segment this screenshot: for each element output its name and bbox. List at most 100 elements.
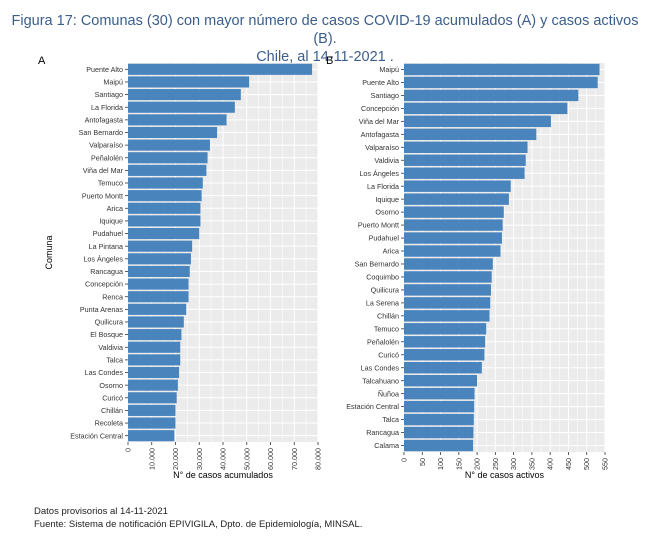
panel-b-bar <box>404 167 525 179</box>
panel-b-bar <box>404 439 474 452</box>
panel-b-category-label: Pudahuel <box>369 234 400 243</box>
panel-b-bar <box>404 387 475 400</box>
panel-a-bar <box>128 278 189 290</box>
panel-a-bar <box>128 227 200 240</box>
panel-a-category-label: Rancagua <box>90 267 123 276</box>
panel-b-bar <box>404 413 474 426</box>
panel-b-category-label: Estación Central <box>346 402 399 411</box>
panel-a-category-label: Quilicura <box>95 318 123 327</box>
footer-source: Fuente: Sistema de notificación EPIVIGIL… <box>34 519 363 530</box>
panel-a-bar <box>128 329 182 341</box>
panel-a-category-label: Iquique <box>99 217 123 226</box>
panel-a-category-label: Las Condes <box>85 368 124 377</box>
panel-b-category-label: Talca <box>382 415 399 424</box>
panel-b-category-label: Curicó <box>378 350 399 359</box>
panel-b-category-label: Calama <box>374 441 399 450</box>
panel-a-category-label: Renca <box>102 292 123 301</box>
panel-a-category-label: Estación Central <box>70 431 123 440</box>
panel-b-xtick-label: 500 <box>582 458 591 470</box>
panel-a-xtick-label: 70.000 <box>290 448 299 470</box>
panel-a-bar <box>128 164 207 176</box>
panel-a-label: A <box>38 55 46 67</box>
panel-a-category-label: Arica <box>107 204 123 213</box>
panel-a-xtick-label: 50.000 <box>242 448 251 470</box>
panel-b-bar <box>404 63 600 76</box>
panel-a-bar <box>128 89 241 101</box>
figure-title: Figura 17: Comunas (30) con mayor número… <box>0 12 650 66</box>
panel-b-category-label: Ñuñoa <box>378 389 399 398</box>
panel-a-bar <box>128 303 187 315</box>
panel-b-category-label: Santiago <box>371 91 399 100</box>
panel-a-xtick-label: 30.000 <box>195 448 204 470</box>
panel-b-category-label: Coquimbo <box>366 273 399 282</box>
panel-b-bar <box>404 362 482 374</box>
panel-b-xtick-label: 0 <box>400 458 409 462</box>
panel-b-xtick-label: 550 <box>601 458 610 470</box>
panel-a-category-label: El Bosque <box>90 330 123 339</box>
panel-b-category-label: Quilicura <box>371 286 399 295</box>
footer-note: Datos provisorios al 14-11-2021 <box>34 506 168 517</box>
panel-a-xtick-label: 60.000 <box>266 448 275 470</box>
panel-b-category-label: Puente Alto <box>362 78 399 87</box>
panel-a-category-label: Talca <box>106 355 123 364</box>
panel-b-bar <box>404 206 504 218</box>
panel-b-bar <box>404 89 579 102</box>
panel-a-bar <box>128 177 203 189</box>
panel-b-category-label: San Bernardo <box>355 260 399 269</box>
panel-b-label: B <box>326 55 333 67</box>
panel-a-bar <box>128 101 235 113</box>
panel-a-category-label: Punta Arenas <box>80 305 124 314</box>
panel-a-bar <box>128 417 176 429</box>
panel-a-bar <box>128 152 208 164</box>
panel-b-xtick-label: 100 <box>436 458 445 470</box>
panel-a-bar <box>128 76 250 88</box>
panel-b-bar <box>404 193 509 205</box>
panel-a-category-label: Santiago <box>95 90 123 99</box>
panel-b-category-label: Iquique <box>375 195 399 204</box>
panel-a-category-label: Puerto Montt <box>82 191 123 200</box>
panel-b-category-label: Viña del Mar <box>359 117 400 126</box>
panel-b-bar <box>404 374 478 387</box>
panel-b-category-label: Valparaíso <box>365 143 399 152</box>
panel-a-xaxis-title: N° de casos acumulados <box>173 470 273 480</box>
panel-b-bar <box>404 232 502 244</box>
panel-a-bar <box>128 354 181 366</box>
panel-a-category-label: San Bernardo <box>79 128 123 137</box>
panel-b-category-label: Antofagasta <box>361 130 399 139</box>
panel-a-bar <box>128 114 227 126</box>
panel-a-bar <box>128 202 201 214</box>
panel-b-xtick-label: 200 <box>473 458 482 470</box>
figure-title-line1: Figura 17: Comunas (30) con mayor número… <box>11 13 639 47</box>
panel-b-category-label: Puerto Montt <box>358 221 399 230</box>
panel-b-bar <box>404 245 501 257</box>
panel-a-category-label: Viña del Mar <box>83 166 124 175</box>
panel-a-bar <box>128 265 190 278</box>
panel-b-category-label: Las Condes <box>361 363 400 372</box>
panel-b-category-label: Osorno <box>375 208 399 217</box>
panel-a-bar <box>128 215 201 227</box>
panel-b-bar <box>404 323 487 335</box>
panel-b-category-label: Concepción <box>361 104 399 113</box>
panel-a-category-label: La Florida <box>91 103 123 112</box>
panel-b-category-label: La Florida <box>367 182 399 191</box>
panel-b-category-label: Chillán <box>377 311 399 320</box>
panel-b-xtick-label: 150 <box>454 458 463 470</box>
panel-b-bar <box>404 310 490 322</box>
panel-b-bar <box>404 284 491 296</box>
panel-a-bar <box>128 379 178 391</box>
panel-a-category-label: Osorno <box>99 381 123 390</box>
panel-a-category-label: Valparaíso <box>89 141 123 150</box>
panel-b-bar <box>404 141 528 153</box>
panel-b-bar <box>404 426 474 439</box>
panel-a-bar <box>128 366 180 379</box>
panel-b-xtick-label: 450 <box>564 458 573 470</box>
panel-a-xtick-label: 20.000 <box>171 448 180 470</box>
panel-a-xtick-label: 80.000 <box>314 448 323 470</box>
panel-b-bar <box>404 271 492 283</box>
panel-b-bar <box>404 297 491 309</box>
panel-b-xaxis-title: N° de casos activos <box>465 470 545 480</box>
panel-a-category-label: Los Ángeles <box>83 254 123 263</box>
panel-a-xtick-label: 0 <box>124 448 133 452</box>
panel-b-bar <box>404 336 486 348</box>
